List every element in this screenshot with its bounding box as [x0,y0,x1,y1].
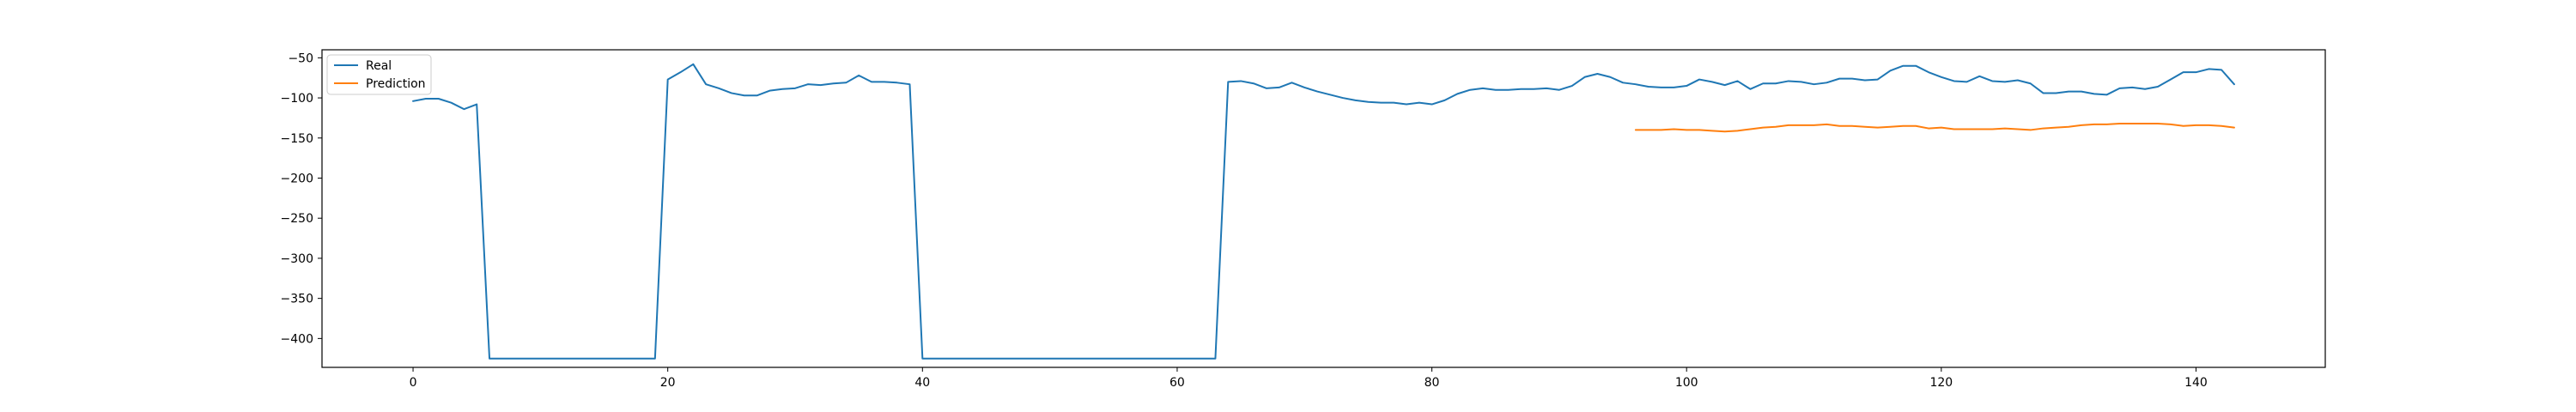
y-tick-label: −100 [281,92,313,106]
y-tick-label: −300 [281,252,313,266]
series-line-real [412,63,2235,360]
legend: Real Prediction [326,54,432,95]
x-tick-label: 20 [660,376,676,390]
series-layer [412,63,2235,360]
plot-frame [321,49,2326,368]
y-tick-label: −150 [281,132,313,146]
y-tick-label: −250 [281,212,313,226]
y-tick-label: −400 [281,332,313,346]
x-tick-label: 60 [1170,376,1185,390]
series-line-prediction [1634,122,2235,133]
x-tick-label: 100 [1675,376,1698,390]
y-axis-ticks: −50 −100 −150 −200 −250 −300 −350 −400 [281,52,322,346]
x-axis-ticks: 0 20 40 60 80 100 120 140 [410,367,2208,390]
legend-label-real: Real [366,59,392,73]
x-tick-label: 80 [1425,376,1440,390]
legend-label-prediction: Prediction [366,77,426,91]
x-tick-label: 40 [914,376,930,390]
y-tick-label: −350 [281,293,313,306]
x-tick-label: 0 [410,376,417,390]
y-tick-label: −50 [288,52,313,65]
x-tick-label: 140 [2184,376,2208,390]
x-tick-label: 120 [1929,376,1953,390]
y-tick-label: −200 [281,172,313,185]
